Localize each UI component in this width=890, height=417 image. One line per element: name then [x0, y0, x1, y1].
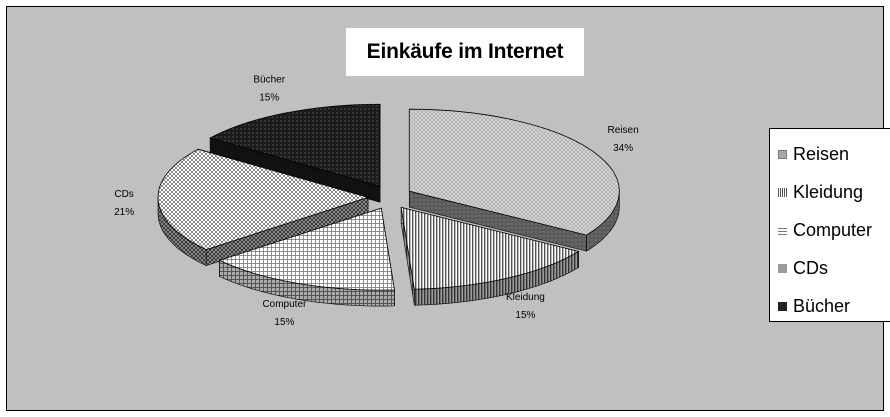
legend-swatch-kleidung	[778, 187, 787, 197]
legend-swatch-reisen	[778, 149, 787, 159]
legend-label-cds: CDs	[793, 257, 828, 278]
legend-swatch-buecher	[778, 301, 787, 311]
legend-item-kleidung: Kleidung	[770, 173, 890, 211]
slice-percent-label-buecher: 15%	[259, 92, 279, 103]
chart-area: Einkäufe im Internet	[6, 6, 890, 411]
slice-percent-label-computer: 15%	[274, 317, 294, 328]
legend-item-buecher: Bücher	[770, 287, 890, 325]
legend-item-reisen: Reisen	[770, 135, 890, 173]
pie-chart: Reisen 34% Kleidung 15% Computer 15% CDs 21% Büc…	[114, 74, 639, 328]
legend-label-kleidung: Kleidung	[793, 181, 864, 202]
slice-percent-label-kleidung: 15%	[515, 310, 535, 321]
legend-swatch-cds	[778, 263, 787, 273]
slice-percent-label-reisen: 34%	[613, 143, 633, 154]
slice-percent-label-cds: 21%	[114, 207, 134, 218]
pie-slice-reisen	[408, 108, 620, 236]
slice-name-label-computer: Computer	[262, 299, 307, 310]
chart-title: Einkäufe im Internet	[346, 28, 584, 76]
legend-label-computer: Computer	[793, 219, 873, 240]
pie-slice-computer	[218, 207, 395, 291]
pie-slice-buecher	[209, 103, 381, 187]
legend-item-cds: CDs	[770, 249, 890, 287]
legend: Reisen Kleidung Computer CDs Bücher	[769, 128, 890, 322]
slice-name-label-buecher: Bücher	[253, 74, 285, 85]
legend-swatch-computer	[778, 225, 787, 235]
slice-name-label-reisen: Reisen	[608, 125, 639, 136]
slice-name-label-kleidung: Kleidung	[506, 292, 545, 303]
legend-label-reisen: Reisen	[793, 143, 850, 164]
legend-label-buecher: Bücher	[793, 295, 851, 316]
legend-item-computer: Computer	[770, 211, 890, 249]
pie-slice-kleidung	[400, 206, 580, 290]
pie-slice-cds	[157, 148, 370, 251]
slice-name-label-cds: CDs	[114, 189, 133, 200]
